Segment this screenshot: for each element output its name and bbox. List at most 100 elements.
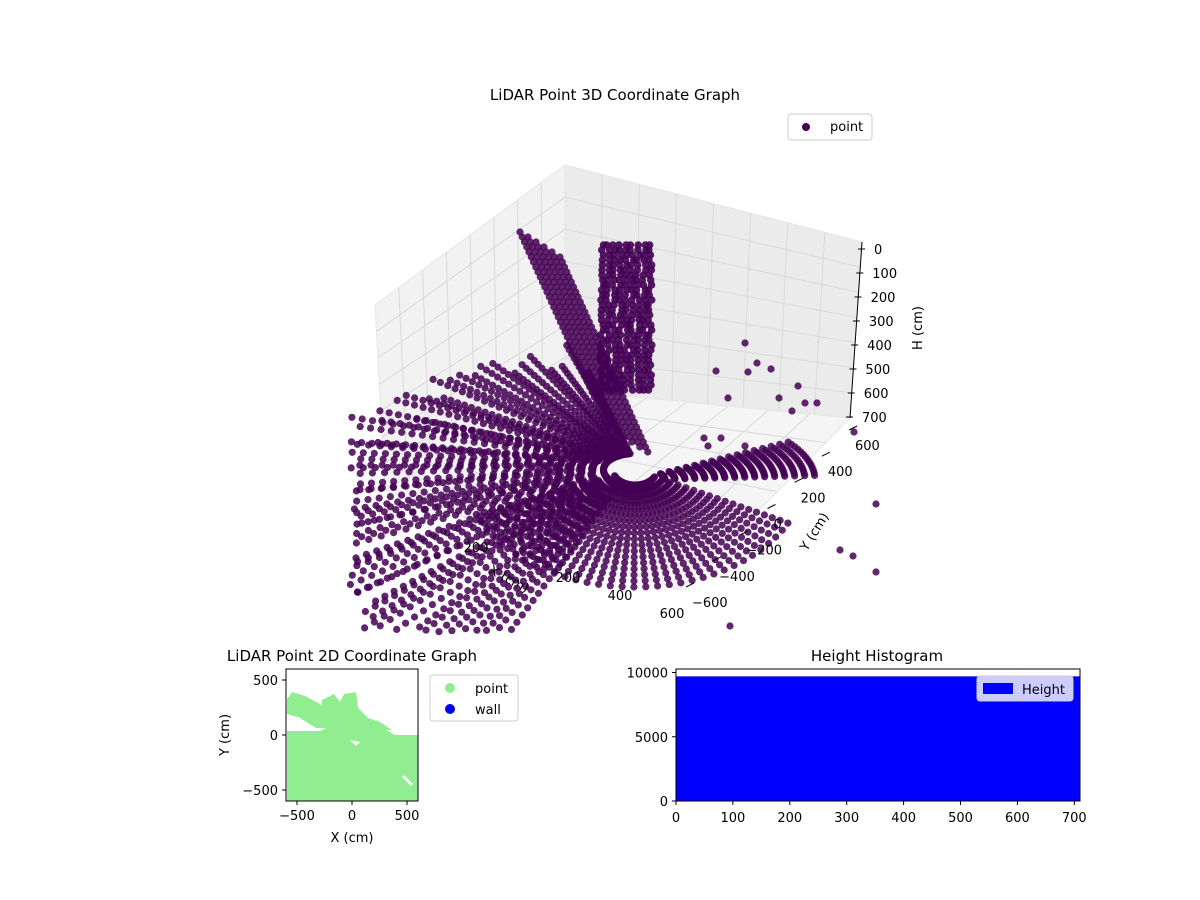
- axes-hist-frame: [675, 668, 1081, 802]
- point-3d: [480, 574, 488, 583]
- point-3d: [479, 420, 487, 428]
- point-3d: [467, 536, 475, 544]
- point-3d: [630, 553, 638, 561]
- point-3d: [691, 461, 699, 469]
- point-3d: [506, 516, 514, 524]
- point-3d: [752, 508, 761, 516]
- point-3d: [388, 573, 396, 581]
- point-3d: [678, 540, 686, 548]
- point-3d: [504, 525, 512, 533]
- point-3d: [536, 533, 545, 541]
- point-3d: [694, 527, 703, 535]
- point-3d: [672, 567, 680, 575]
- point-3d: [538, 401, 546, 410]
- point-3d: [456, 571, 464, 579]
- point-3d: [398, 545, 406, 553]
- point-3d: [630, 517, 639, 525]
- point-3d: [375, 553, 384, 562]
- point-3d: [621, 559, 629, 567]
- point-3d: [448, 599, 456, 607]
- point-3d: [379, 478, 387, 486]
- point-3d: [612, 428, 620, 436]
- point-3d: [682, 533, 690, 541]
- point-3d: [593, 536, 601, 545]
- point-3d: [456, 371, 464, 379]
- title-2d: LiDAR Point 2D Coordinate Graph: [227, 647, 477, 665]
- point-3d: [447, 500, 455, 508]
- point-3d: [753, 359, 761, 367]
- point-3d: [603, 532, 611, 540]
- point-3d: [609, 570, 617, 578]
- point-3d: [486, 394, 494, 402]
- x-axis-label-2d: X (cm): [331, 831, 374, 846]
- point-3d: [563, 553, 571, 561]
- point-3d: [605, 526, 613, 535]
- point-3d: [493, 512, 501, 521]
- point-3d: [414, 522, 422, 530]
- y-tick-mark: [821, 451, 831, 457]
- point-3d: [558, 559, 567, 567]
- point-3d: [364, 518, 372, 526]
- point-3d: [540, 565, 548, 573]
- point-3d: [449, 571, 457, 579]
- point-3d: [744, 368, 752, 376]
- point-3d: [471, 587, 479, 596]
- point-3d: [513, 499, 521, 507]
- point-3d: [554, 564, 563, 572]
- point-3d: [479, 581, 487, 589]
- point-3d: [359, 567, 367, 575]
- point-3d: [389, 483, 398, 491]
- point-3d: [606, 582, 614, 590]
- point-3d: [434, 478, 442, 486]
- point-3d: [488, 369, 496, 378]
- point-3d: [872, 500, 880, 508]
- point-3d: [642, 522, 650, 531]
- y-tick-label-2d: 500: [253, 674, 278, 689]
- point-3d: [532, 410, 540, 418]
- title-histogram: Height Histogram: [811, 647, 943, 665]
- point-3d: [725, 453, 733, 461]
- point-3d: [708, 457, 716, 465]
- point-3d: [434, 503, 442, 511]
- point-3d: [387, 427, 395, 435]
- point-3d: [348, 413, 356, 421]
- point-3d: [744, 537, 752, 546]
- point-3d: [702, 545, 710, 554]
- point-3d: [600, 563, 608, 571]
- point-3d: [609, 533, 618, 542]
- point-3d: [716, 561, 724, 569]
- point-3d: [371, 464, 379, 472]
- point-3d: [470, 606, 478, 615]
- x-tick-label-2d: 0: [348, 809, 356, 824]
- point-3d: [581, 559, 589, 567]
- point-3d: [485, 416, 493, 424]
- point-3d: [522, 431, 531, 439]
- point-3d: [763, 520, 771, 528]
- point-3d: [421, 445, 429, 453]
- point-3d: [476, 558, 484, 567]
- point-3d: [429, 582, 437, 591]
- point-3d: [402, 619, 410, 627]
- point-3d: [445, 410, 453, 418]
- z-axis-line: [849, 241, 863, 419]
- point-3d: [364, 526, 372, 535]
- point-3d: [586, 573, 594, 581]
- point-3d: [420, 425, 428, 433]
- point-3d: [527, 586, 535, 594]
- point-3d: [411, 394, 419, 402]
- point-3d: [686, 538, 694, 546]
- y-tick-label: 200: [801, 491, 826, 506]
- point-3d: [499, 377, 507, 385]
- point-3d: [498, 519, 506, 527]
- point-3d: [530, 537, 538, 545]
- point-3d: [616, 534, 625, 542]
- point-3d: [473, 533, 481, 541]
- point-3d: [638, 541, 646, 549]
- point-3d: [692, 562, 700, 571]
- point-3d: [436, 408, 444, 416]
- point-3d: [428, 601, 436, 609]
- point-3d: [745, 505, 753, 514]
- point-3d: [673, 548, 682, 556]
- point-3d: [446, 588, 454, 596]
- point-3d: [705, 537, 713, 545]
